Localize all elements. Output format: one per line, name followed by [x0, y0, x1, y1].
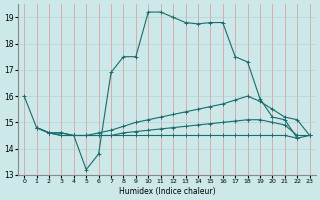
- X-axis label: Humidex (Indice chaleur): Humidex (Indice chaleur): [119, 187, 215, 196]
